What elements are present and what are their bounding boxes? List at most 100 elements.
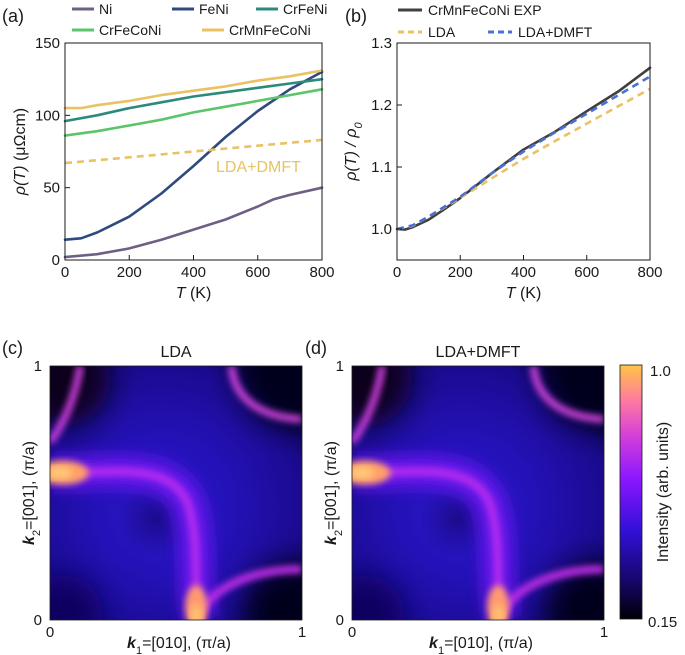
y-tick-label: 0	[34, 612, 42, 629]
x-tick-label: 0	[61, 264, 69, 281]
hotspot-bottom-core	[492, 604, 505, 620]
x-tick-label: 400	[181, 264, 206, 281]
x-tick-label: 600	[574, 264, 599, 281]
y-tick-label: 150	[35, 35, 60, 52]
colorbar-max-label: 1.0	[650, 363, 671, 380]
y-tick-label: 1.1	[371, 159, 392, 176]
legend-label-crmnfeconi-exp: CrMnFeCoNi EXP	[428, 2, 542, 18]
hotspot-left-core	[352, 466, 375, 479]
x-axis-label-subscript: 1	[136, 645, 142, 655]
x-axis-label-variable: k	[127, 635, 137, 652]
y-axis-label-variable: ρ(T)	[12, 166, 29, 197]
y-axis-label-unit: (μΩcm)	[12, 108, 29, 166]
x-axis-label: k1=[010], (π/a)	[127, 635, 231, 655]
x-axis-label-variable: T	[176, 285, 187, 302]
x-axis-label-variable: k	[429, 635, 439, 652]
colorbar-min-label: 0.15	[648, 614, 677, 631]
legend-label-crmnfeconi: CrMnFeCoNi	[229, 22, 311, 38]
y-axis-label: k2=[001], (π/a)	[323, 441, 345, 545]
x-axis-label: T (K)	[176, 285, 212, 302]
dark-corner-bottom-left	[352, 574, 405, 620]
series-line-a-crfeconi	[63, 88, 324, 137]
y-axis-label-variable: k	[323, 535, 340, 545]
y-axis-label: ρ(T) (μΩcm)	[12, 108, 29, 196]
plot-frame-a	[64, 42, 323, 261]
legend-label-ni: Ni	[99, 1, 112, 17]
band-main	[352, 467, 508, 620]
series-line-a-crfeni	[63, 77, 324, 123]
y-axis-label-unit: =[001], (π/a)	[21, 441, 38, 530]
y-axis-label-subscript: 0	[353, 122, 365, 129]
series-line-b-crmnfeconi-exp	[395, 66, 652, 231]
series-line-a-feni	[63, 70, 324, 241]
colorbar-gradient	[619, 364, 643, 620]
band-top-right	[227, 366, 302, 423]
x-axis-label-variable: T	[506, 285, 517, 302]
dark-corner-top-left	[50, 366, 111, 427]
y-tick-label: 0	[52, 252, 60, 269]
band-main	[50, 467, 206, 620]
heatmap-image-d	[352, 366, 604, 620]
legend-label-lda-dmft: LDA+DMFT	[518, 24, 593, 40]
panel-a-resistivity-plot: 0 200 400 600 800 0 50 100 150 T (K) ρ(T) (μΩcm) Ni…	[12, 1, 335, 302]
series-line-b-lda-dmft-dashed	[396, 75, 651, 231]
dark-corner-bottom-left	[50, 574, 103, 620]
heatmap-frame-d	[351, 365, 605, 621]
y-tick-label: 100	[35, 107, 60, 124]
annotation-lda-dmft: LDA+DMFT	[216, 159, 301, 176]
x-tick-label: 200	[448, 264, 473, 281]
x-axis-label-unit: (K)	[516, 285, 542, 302]
x-tick-label: 0	[348, 624, 356, 641]
heatmap-frame-c	[49, 365, 303, 621]
y-tick-label: 1.0	[371, 221, 392, 238]
hotspot-left-core	[50, 466, 73, 479]
legend-label-lda: LDA	[428, 24, 456, 40]
band-top-left	[352, 366, 386, 445]
colorbar: 1.0 0.15 Intensity (arb. units)	[619, 363, 677, 631]
x-tick-label: 0	[393, 264, 401, 281]
legend-label-crfeconi: CrFeCoNi	[99, 22, 161, 38]
y-axis-label: ρ(T) / ρ0	[343, 122, 365, 182]
y-tick-label: 0	[336, 612, 344, 629]
x-tick-label: 200	[117, 264, 142, 281]
band-top-left	[50, 366, 84, 445]
colorbar-title: Intensity (arb. units)	[655, 422, 672, 563]
x-tick-label: 800	[637, 264, 662, 281]
heatmap-title-c: LDA	[160, 344, 191, 361]
y-axis-label-variable: ρ(T) / ρ	[343, 129, 360, 182]
y-tick-label: 50	[43, 180, 60, 197]
dark-corner-bottom-right	[543, 559, 604, 620]
x-tick-label: 800	[309, 264, 334, 281]
x-tick-label: 1	[298, 624, 306, 641]
series-line-b-lda-dashed	[396, 87, 651, 231]
x-axis-label-unit: =[010], (π/a)	[444, 635, 533, 652]
dark-corner-bottom-right	[241, 559, 302, 620]
series-line-a-crmnfeconi	[63, 69, 324, 110]
series-line-a-ni	[63, 186, 324, 259]
y-tick-label: 1	[34, 358, 42, 375]
band-top-right	[529, 366, 604, 423]
heatmap-title-d: LDA+DMFT	[436, 344, 521, 361]
heatmap-image-c	[50, 366, 302, 620]
y-tick-label: 1	[336, 358, 344, 375]
y-axis-label-variable: k	[21, 535, 38, 545]
x-axis-label: T (K)	[506, 285, 542, 302]
dark-corner-top-left	[352, 366, 413, 427]
x-axis-label-unit: (K)	[186, 285, 212, 302]
y-axis-label-subscript: 2	[333, 530, 345, 536]
x-axis-label: k1=[010], (π/a)	[429, 635, 533, 655]
y-axis-label-subscript: 2	[31, 530, 43, 536]
y-axis-label-unit: =[001], (π/a)	[323, 441, 340, 530]
x-axis-label-unit: =[010], (π/a)	[142, 635, 231, 652]
y-axis-label: k2=[001], (π/a)	[21, 441, 43, 545]
panel-label-a: (a)	[2, 6, 24, 26]
panel-label-b: (b)	[345, 6, 367, 26]
x-tick-label: 600	[245, 264, 270, 281]
x-axis-label-subscript: 1	[438, 645, 444, 655]
x-tick-label: 400	[511, 264, 536, 281]
y-tick-label: 1.2	[371, 97, 392, 114]
